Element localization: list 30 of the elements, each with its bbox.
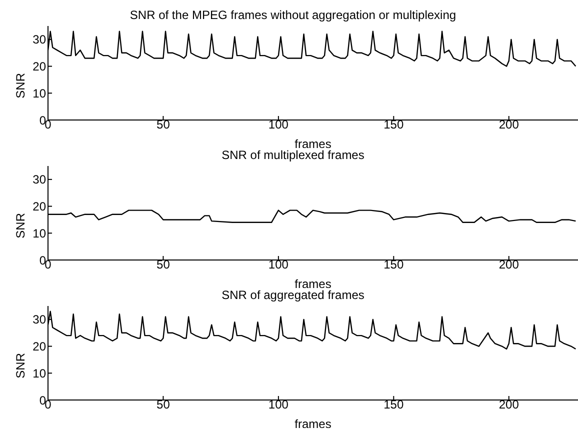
x-tick-label: 200 bbox=[498, 118, 520, 132]
x-tick-label: 200 bbox=[498, 398, 520, 412]
y-tick-label: 30 bbox=[32, 172, 46, 187]
chart-title: SNR of the MPEG frames without aggregation or multiplexing bbox=[128, 8, 458, 22]
x-tick-label: 100 bbox=[268, 398, 289, 412]
x-tick-label: 100 bbox=[268, 118, 289, 132]
x-tick-label: 100 bbox=[268, 258, 289, 272]
x-axis-title: frames bbox=[294, 137, 332, 151]
x-tick-label: 150 bbox=[384, 398, 404, 412]
y-tick-label: 30 bbox=[32, 312, 46, 327]
x-tick-label: 50 bbox=[156, 118, 170, 132]
x-tick-label: 50 bbox=[156, 398, 170, 412]
y-axis-title: SNR bbox=[13, 212, 28, 238]
x-axis-title: frames bbox=[294, 277, 332, 291]
chart-title: SNR of aggregated frames bbox=[220, 288, 366, 302]
x-tick-label: 150 bbox=[384, 118, 404, 132]
x-tick-label: 150 bbox=[384, 258, 404, 272]
chart-title: SNR of multiplexed frames bbox=[220, 148, 366, 162]
y-tick-label: 20 bbox=[32, 200, 46, 214]
x-tick-label: 50 bbox=[156, 258, 170, 272]
y-tick-label: 10 bbox=[32, 86, 46, 100]
y-tick-label: 10 bbox=[32, 366, 46, 380]
y-tick-label: 20 bbox=[32, 340, 46, 354]
y-axis-title: SNR bbox=[13, 352, 28, 378]
y-tick-label: 30 bbox=[32, 32, 46, 47]
x-axis-title: frames bbox=[294, 417, 332, 431]
x-tick-label: 200 bbox=[498, 258, 520, 272]
y-axis-title: SNR bbox=[13, 72, 28, 98]
y-tick-label: 10 bbox=[32, 226, 46, 240]
y-tick-label: 20 bbox=[32, 60, 46, 74]
